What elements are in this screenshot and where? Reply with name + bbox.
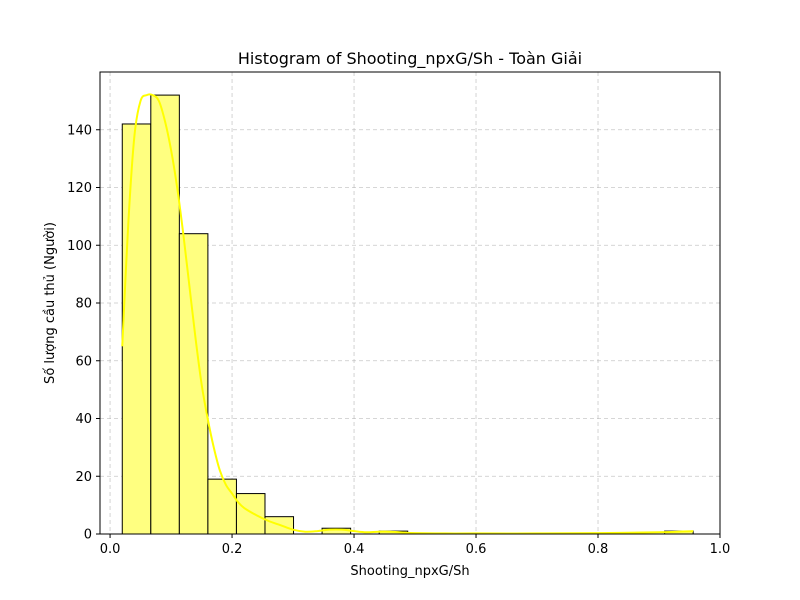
y-tick-label: 40	[75, 412, 92, 427]
kde-curve	[121, 93, 694, 535]
x-tick-label: 0.8	[588, 542, 609, 557]
histogram-bar-3	[207, 478, 237, 535]
x-tick-label: 0.4	[344, 542, 365, 557]
y-tick-label: 20	[75, 470, 92, 485]
y-tick-label: 100	[67, 239, 92, 254]
x-axis-label: Shooting_npxG/Sh	[350, 564, 469, 579]
x-tick-label: 0.6	[466, 542, 487, 557]
y-tick-label: 60	[75, 354, 92, 369]
histogram-bar-1	[150, 94, 180, 535]
histogram-bars	[121, 94, 694, 535]
x-axis: 0.0 0.2 0.4 0.6 0.8 1.0	[100, 534, 731, 557]
x-tick-label: 0.0	[100, 542, 121, 557]
y-axis-label: Số lượng cầu thủ (Người)	[43, 222, 58, 384]
y-tick-label: 120	[67, 181, 92, 196]
chart-title: Histogram of Shooting_npxG/Sh - Toàn Giả…	[238, 49, 582, 69]
x-tick-label: 0.2	[222, 542, 243, 557]
y-tick-label: 80	[75, 297, 92, 312]
histogram-bar-0	[121, 123, 152, 535]
kde-line	[121, 93, 694, 535]
y-tick-label: 140	[67, 123, 92, 138]
y-tick-label: 0	[84, 528, 92, 543]
histogram-bar-2	[178, 233, 209, 535]
histogram-bar-4	[235, 493, 266, 535]
x-tick-label: 1.0	[710, 542, 731, 557]
y-axis: 0 20 40 60 80 100 120 140	[67, 123, 100, 543]
